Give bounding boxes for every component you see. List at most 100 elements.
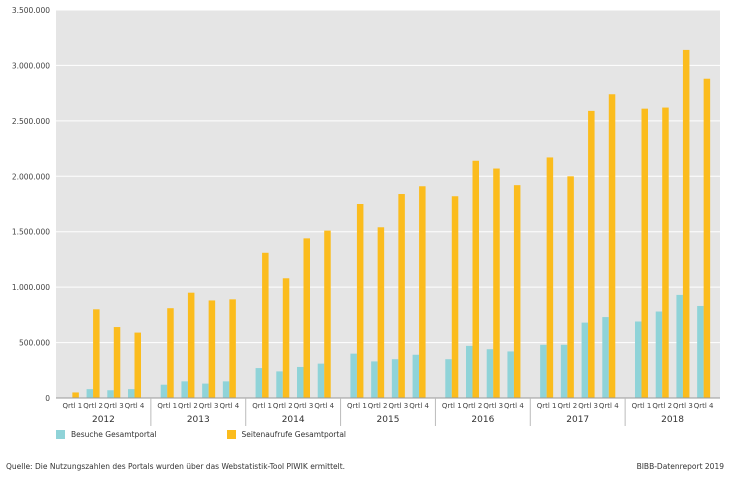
bar-visits xyxy=(486,349,494,398)
y-tick-label: 3.500.000 xyxy=(12,6,50,15)
bar-visits xyxy=(391,359,399,398)
bar-pageviews xyxy=(567,176,574,398)
year-label: 2014 xyxy=(282,415,305,425)
year-label: 2015 xyxy=(377,415,400,425)
x-tick-label: Qrtl 3 xyxy=(578,402,598,410)
bar-pageviews xyxy=(72,392,79,398)
report-credit: BIBB-Datenreport 2019 xyxy=(636,462,724,471)
x-tick-label: Qrtl 4 xyxy=(409,402,429,410)
bar-pageviews xyxy=(303,238,310,398)
x-tick-label: Qrtl 4 xyxy=(314,402,334,410)
bar-visits xyxy=(86,389,94,398)
bar-pageviews xyxy=(641,108,648,399)
bar-visits xyxy=(507,351,514,398)
x-tick-label: Qrtl 4 xyxy=(504,402,524,410)
x-tick-label: Qrtl 1 xyxy=(632,402,652,410)
year-label: 2013 xyxy=(187,415,210,425)
year-label: 2017 xyxy=(566,415,589,425)
bar-pageviews xyxy=(662,107,669,398)
x-tick-label: Qrtl 3 xyxy=(483,402,503,410)
legend-label-visits: Besuche Gesamtportal xyxy=(71,430,157,439)
bar-pageviews xyxy=(398,194,405,398)
legend-item-pageviews: Seitenaufrufe Gesamtportal xyxy=(226,430,346,439)
x-tick-label: Qrtl 4 xyxy=(694,402,714,410)
bar-visits xyxy=(371,361,378,398)
x-tick-label: Qrtl 2 xyxy=(463,402,483,410)
x-tick-label: Qrtl 3 xyxy=(104,402,124,410)
bar-visits xyxy=(655,311,663,398)
bar-visits xyxy=(160,384,168,398)
legend-label-pageviews: Seitenaufrufe Gesamtportal xyxy=(241,430,346,439)
bar-pageviews xyxy=(187,292,195,398)
bar-visits xyxy=(466,345,473,398)
x-tick-label: Qrtl 1 xyxy=(62,402,82,410)
legend: Besuche Gesamtportal Seitenaufrufe Gesam… xyxy=(56,430,346,439)
bar-pageviews xyxy=(93,309,100,398)
x-tick-label: Qrtl 2 xyxy=(557,402,577,410)
bar-pageviews xyxy=(608,94,616,398)
bar-visits xyxy=(635,321,642,398)
x-tick-label: Qrtl 3 xyxy=(199,402,219,410)
bar-visits xyxy=(560,344,568,398)
x-tick-label: Qrtl 1 xyxy=(157,402,177,410)
bar-visits xyxy=(202,383,209,398)
bar-pageviews xyxy=(472,160,479,398)
x-tick-label: Qrtl 2 xyxy=(652,402,672,410)
bar-pageviews xyxy=(682,49,690,399)
year-label: 2012 xyxy=(92,415,115,425)
bar-pageviews xyxy=(324,230,331,398)
x-tick-label: Qrtl 3 xyxy=(673,402,693,410)
bar-pageviews xyxy=(229,299,236,398)
bar-visits xyxy=(540,344,547,398)
bar-visits xyxy=(276,371,283,398)
y-tick-label: 1.000.000 xyxy=(12,283,50,292)
bar-visits xyxy=(181,381,188,398)
bar-pageviews xyxy=(356,204,364,398)
x-tick-label: Qrtl 2 xyxy=(83,402,103,410)
x-tick-label: Qrtl 1 xyxy=(442,402,462,410)
x-tick-label: Qrtl 1 xyxy=(347,402,367,410)
x-tick-label: Qrtl 3 xyxy=(294,402,314,410)
bar-visits xyxy=(581,322,589,398)
bar-pageviews xyxy=(703,78,711,398)
bars-layer xyxy=(72,49,711,399)
x-tick-label: Qrtl 2 xyxy=(368,402,388,410)
bar-visits xyxy=(697,305,704,398)
bar-pageviews xyxy=(513,185,521,398)
source-note: Quelle: Die Nutzungszahlen des Portals w… xyxy=(6,462,346,471)
x-tick-label: Qrtl 2 xyxy=(273,402,293,410)
y-tick-label: 0 xyxy=(45,394,50,403)
legend-item-visits: Besuche Gesamtportal xyxy=(56,430,157,439)
bar-pageviews xyxy=(546,157,554,398)
y-tick-label: 2.000.000 xyxy=(12,172,50,181)
bar-pageviews xyxy=(377,227,385,398)
x-tick-label: Qrtl 3 xyxy=(388,402,408,410)
x-tick-label: Qrtl 1 xyxy=(252,402,272,410)
bar-pageviews xyxy=(282,278,290,398)
axis-layer: 0 500.000 1.000.000 1.500.000 2.000.000 2.500… xyxy=(12,6,720,426)
x-tick-label: Qrtl 4 xyxy=(219,402,239,410)
bar-visits xyxy=(350,353,357,398)
bar-visits xyxy=(222,381,230,398)
bar-pageviews xyxy=(113,327,121,398)
y-tick-label: 2.500.000 xyxy=(12,117,50,126)
y-tick-label: 1.500.000 xyxy=(12,228,50,237)
year-label: 2016 xyxy=(471,415,494,425)
year-label: 2018 xyxy=(661,415,684,425)
bar-pageviews xyxy=(134,332,141,398)
bar-visits xyxy=(676,294,683,398)
bar-pageviews xyxy=(493,168,500,398)
plot-area xyxy=(56,10,720,398)
bar-pageviews xyxy=(451,196,459,398)
bar-visits xyxy=(297,366,304,398)
x-tick-label: Qrtl 4 xyxy=(599,402,619,410)
bar-visits xyxy=(602,317,609,398)
x-tick-label: Qrtl 1 xyxy=(537,402,557,410)
bar-visits xyxy=(445,359,452,398)
grid-layer xyxy=(56,9,720,344)
y-tick-label: 3.000.000 xyxy=(12,61,50,70)
bar-visits xyxy=(107,390,114,398)
bar-visits xyxy=(255,368,263,398)
bar-visits xyxy=(317,363,325,398)
